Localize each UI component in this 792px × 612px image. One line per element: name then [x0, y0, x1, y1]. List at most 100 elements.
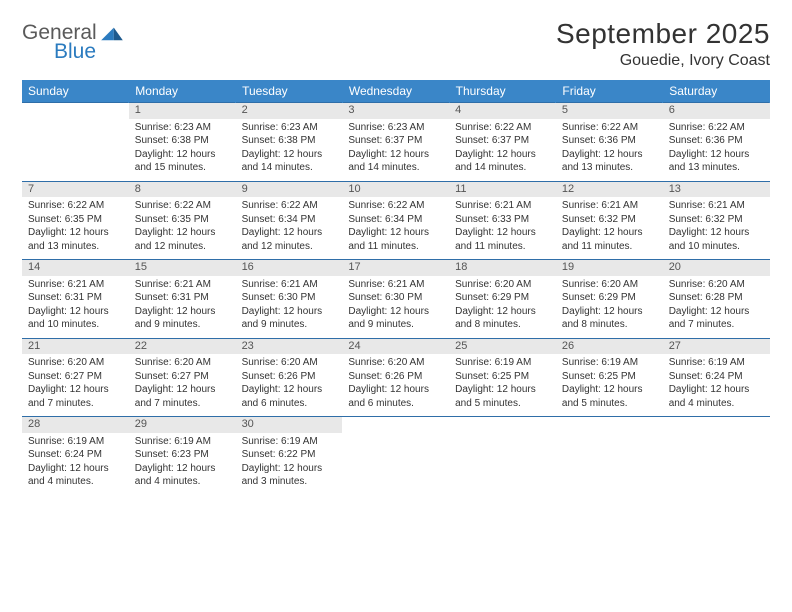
sunrise-line: Sunrise: 6:21 AM: [242, 278, 337, 292]
day-content-cell: Sunrise: 6:21 AMSunset: 6:30 PMDaylight:…: [342, 276, 449, 339]
day-content-cell: Sunrise: 6:22 AMSunset: 6:34 PMDaylight:…: [236, 197, 343, 260]
weekday-header: Friday: [556, 80, 663, 103]
day-number-cell: 2: [236, 103, 343, 119]
day-number-cell: 3: [342, 103, 449, 119]
sunrise-line: Sunrise: 6:22 AM: [348, 199, 443, 213]
logo-word-blue: Blue: [54, 41, 97, 62]
weekday-header: Thursday: [449, 80, 556, 103]
day-content-cell: Sunrise: 6:21 AMSunset: 6:33 PMDaylight:…: [449, 197, 556, 260]
sunset-line: Sunset: 6:26 PM: [242, 370, 337, 384]
sunrise-line: Sunrise: 6:23 AM: [348, 121, 443, 135]
day-content-cell: [663, 433, 770, 495]
sunset-line: Sunset: 6:37 PM: [348, 134, 443, 148]
day-number-cell: 16: [236, 260, 343, 276]
sunset-line: Sunset: 6:22 PM: [242, 448, 337, 462]
sunrise-line: Sunrise: 6:21 AM: [455, 199, 550, 213]
sunrise-line: Sunrise: 6:22 AM: [669, 121, 764, 135]
day-number-cell: [556, 417, 663, 433]
day-content-cell: Sunrise: 6:19 AMSunset: 6:25 PMDaylight:…: [449, 354, 556, 417]
sunset-line: Sunset: 6:23 PM: [135, 448, 230, 462]
day-number-cell: 22: [129, 338, 236, 354]
daylight-line: Daylight: 12 hours and 5 minutes.: [455, 383, 550, 410]
day-content-cell: Sunrise: 6:20 AMSunset: 6:26 PMDaylight:…: [342, 354, 449, 417]
day-number-cell: 13: [663, 181, 770, 197]
day-content-cell: Sunrise: 6:19 AMSunset: 6:24 PMDaylight:…: [22, 433, 129, 495]
day-content-cell: Sunrise: 6:23 AMSunset: 6:38 PMDaylight:…: [129, 119, 236, 182]
daylight-line: Daylight: 12 hours and 12 minutes.: [135, 226, 230, 253]
sunrise-line: Sunrise: 6:19 AM: [562, 356, 657, 370]
daylight-line: Daylight: 12 hours and 6 minutes.: [242, 383, 337, 410]
sunrise-line: Sunrise: 6:19 AM: [669, 356, 764, 370]
daylight-line: Daylight: 12 hours and 9 minutes.: [242, 305, 337, 332]
day-content-cell: Sunrise: 6:23 AMSunset: 6:37 PMDaylight:…: [342, 119, 449, 182]
day-number-cell: 17: [342, 260, 449, 276]
day-content-cell: Sunrise: 6:21 AMSunset: 6:31 PMDaylight:…: [129, 276, 236, 339]
daylight-line: Daylight: 12 hours and 13 minutes.: [28, 226, 123, 253]
day-number-cell: 25: [449, 338, 556, 354]
sunrise-line: Sunrise: 6:19 AM: [135, 435, 230, 449]
day-content-row: Sunrise: 6:19 AMSunset: 6:24 PMDaylight:…: [22, 433, 770, 495]
sunset-line: Sunset: 6:35 PM: [135, 213, 230, 227]
sunrise-line: Sunrise: 6:20 AM: [669, 278, 764, 292]
sunrise-line: Sunrise: 6:23 AM: [135, 121, 230, 135]
day-content-cell: Sunrise: 6:22 AMSunset: 6:36 PMDaylight:…: [556, 119, 663, 182]
day-number-cell: 12: [556, 181, 663, 197]
day-number-cell: 6: [663, 103, 770, 119]
sunrise-line: Sunrise: 6:21 AM: [135, 278, 230, 292]
calendar-page: General Blue September 2025 Gouedie, Ivo…: [0, 0, 792, 495]
daylight-line: Daylight: 12 hours and 11 minutes.: [562, 226, 657, 253]
sunrise-line: Sunrise: 6:20 AM: [348, 356, 443, 370]
sunrise-line: Sunrise: 6:19 AM: [455, 356, 550, 370]
logo-text: General Blue: [22, 22, 97, 62]
sunset-line: Sunset: 6:28 PM: [669, 291, 764, 305]
sunset-line: Sunset: 6:32 PM: [562, 213, 657, 227]
day-number-cell: 9: [236, 181, 343, 197]
sunrise-line: Sunrise: 6:22 AM: [562, 121, 657, 135]
sunset-line: Sunset: 6:29 PM: [562, 291, 657, 305]
sunrise-line: Sunrise: 6:21 AM: [348, 278, 443, 292]
sunrise-line: Sunrise: 6:20 AM: [135, 356, 230, 370]
sunset-line: Sunset: 6:25 PM: [562, 370, 657, 384]
weekday-header: Monday: [129, 80, 236, 103]
day-content-cell: Sunrise: 6:21 AMSunset: 6:32 PMDaylight:…: [556, 197, 663, 260]
day-content-row: Sunrise: 6:20 AMSunset: 6:27 PMDaylight:…: [22, 354, 770, 417]
day-content-cell: Sunrise: 6:19 AMSunset: 6:25 PMDaylight:…: [556, 354, 663, 417]
day-number-row: 78910111213: [22, 181, 770, 197]
sunrise-line: Sunrise: 6:20 AM: [242, 356, 337, 370]
sunrise-line: Sunrise: 6:21 AM: [669, 199, 764, 213]
day-content-cell: Sunrise: 6:22 AMSunset: 6:36 PMDaylight:…: [663, 119, 770, 182]
sunrise-line: Sunrise: 6:19 AM: [242, 435, 337, 449]
weekday-header: Sunday: [22, 80, 129, 103]
day-number-cell: 20: [663, 260, 770, 276]
logo-triangle-icon: [101, 24, 123, 42]
day-number-cell: 4: [449, 103, 556, 119]
day-number-cell: 8: [129, 181, 236, 197]
day-number-row: 14151617181920: [22, 260, 770, 276]
daylight-line: Daylight: 12 hours and 11 minutes.: [455, 226, 550, 253]
brand-logo: General Blue: [22, 18, 123, 62]
weekday-header: Wednesday: [342, 80, 449, 103]
day-content-cell: Sunrise: 6:22 AMSunset: 6:35 PMDaylight:…: [129, 197, 236, 260]
daylight-line: Daylight: 12 hours and 15 minutes.: [135, 148, 230, 175]
day-content-cell: Sunrise: 6:23 AMSunset: 6:38 PMDaylight:…: [236, 119, 343, 182]
daylight-line: Daylight: 12 hours and 6 minutes.: [348, 383, 443, 410]
sunrise-line: Sunrise: 6:20 AM: [455, 278, 550, 292]
day-number-cell: 14: [22, 260, 129, 276]
sunset-line: Sunset: 6:38 PM: [135, 134, 230, 148]
sunrise-line: Sunrise: 6:21 AM: [562, 199, 657, 213]
daylight-line: Daylight: 12 hours and 4 minutes.: [28, 462, 123, 489]
daylight-line: Daylight: 12 hours and 8 minutes.: [455, 305, 550, 332]
sunset-line: Sunset: 6:34 PM: [348, 213, 443, 227]
day-content-cell: Sunrise: 6:20 AMSunset: 6:27 PMDaylight:…: [22, 354, 129, 417]
day-number-cell: 5: [556, 103, 663, 119]
sunrise-line: Sunrise: 6:22 AM: [455, 121, 550, 135]
day-number-cell: 11: [449, 181, 556, 197]
day-number-row: 282930: [22, 417, 770, 433]
sunset-line: Sunset: 6:30 PM: [242, 291, 337, 305]
day-content-cell: Sunrise: 6:20 AMSunset: 6:27 PMDaylight:…: [129, 354, 236, 417]
day-content-cell: Sunrise: 6:22 AMSunset: 6:34 PMDaylight:…: [342, 197, 449, 260]
daylight-line: Daylight: 12 hours and 12 minutes.: [242, 226, 337, 253]
month-year-title: September 2025: [556, 18, 770, 50]
sunset-line: Sunset: 6:29 PM: [455, 291, 550, 305]
daylight-line: Daylight: 12 hours and 10 minutes.: [28, 305, 123, 332]
